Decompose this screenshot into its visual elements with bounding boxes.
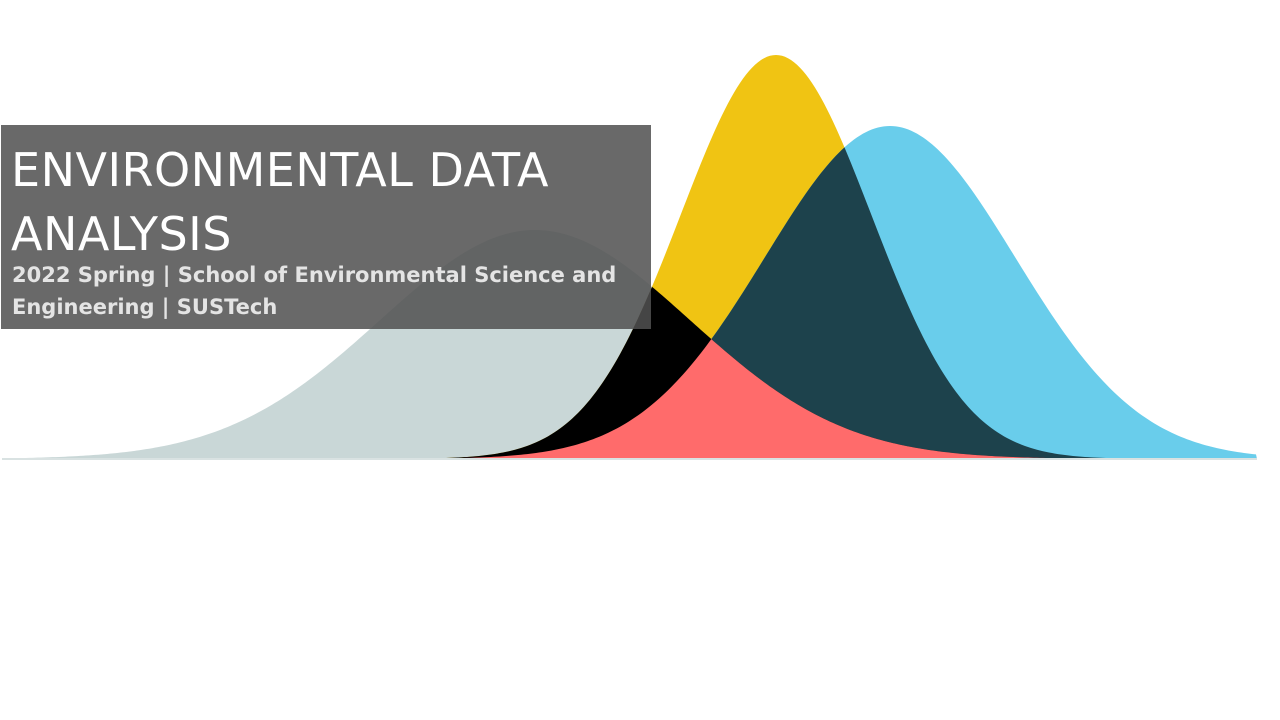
slide-subtitle: 2022 Spring | School of Environmental Sc… xyxy=(12,263,617,319)
slide-title: ENVIRONMENTAL DATA ANALYSIS xyxy=(11,143,549,261)
title-box xyxy=(1,125,651,329)
yellow-blue-overlap-region xyxy=(380,126,1257,459)
